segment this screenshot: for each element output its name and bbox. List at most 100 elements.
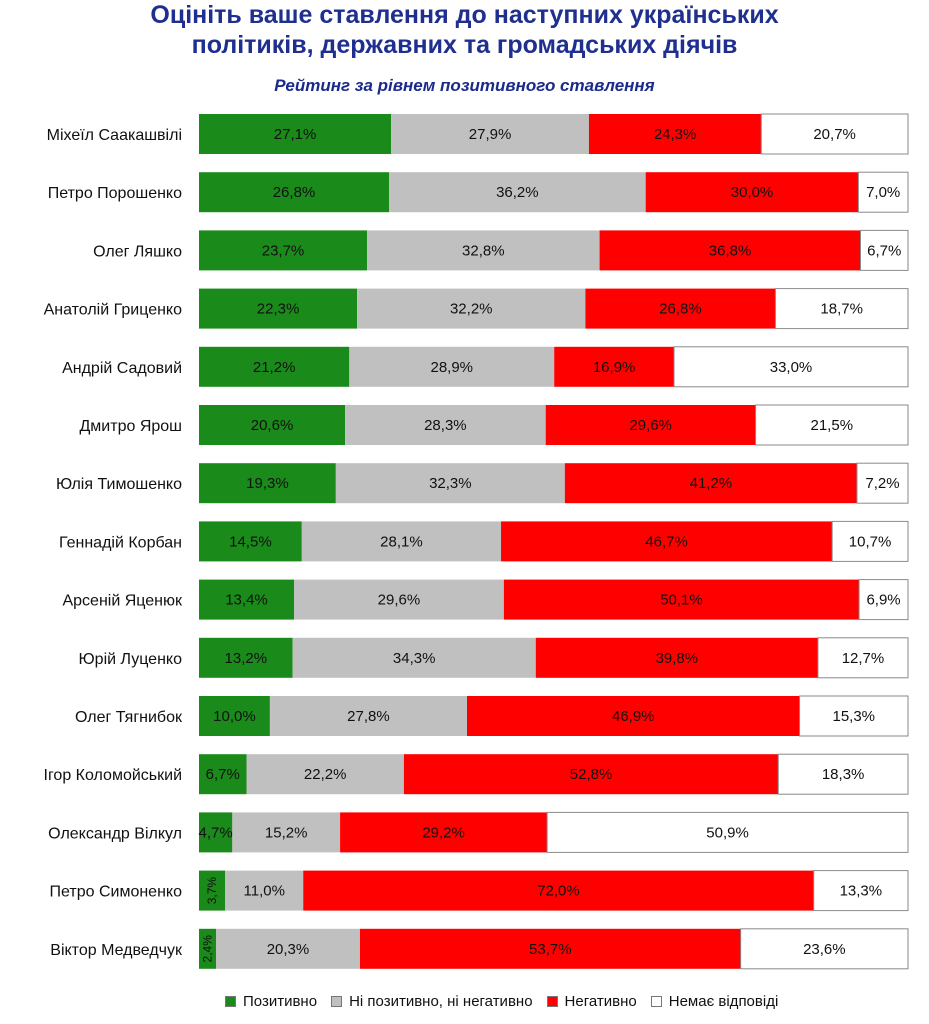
bar-segment (554, 346, 675, 387)
category-label: Міхеїл Саакашвілі (47, 127, 182, 144)
data-label: 46,9% (612, 708, 655, 725)
data-label: 27,8% (347, 708, 390, 725)
chart-title-line-1: Оцініть ваше ставлення до наступних укра… (150, 1, 779, 29)
bar-segment (199, 288, 358, 329)
bar-segment (535, 637, 818, 678)
bar-segment (269, 696, 468, 736)
category-label: Анатолій Гриценко (44, 302, 183, 319)
bar-segment (774, 288, 909, 330)
bar-segment (859, 229, 909, 271)
data-label: 10,7% (849, 533, 892, 550)
data-label: 2,4% (201, 935, 215, 963)
bar-segment (199, 172, 390, 213)
bar-segment (225, 870, 304, 911)
category-label: Андрій Садовий (62, 360, 182, 377)
category-label: Петро Порошенко (48, 185, 182, 202)
data-label: 11,0% (244, 883, 285, 900)
legend-item: Немає відповіді (650, 992, 779, 1010)
data-label: 52,8% (570, 766, 613, 783)
data-label: 27,1% (274, 126, 317, 143)
bar-segment (199, 579, 295, 620)
bar-segment (799, 695, 909, 737)
bar-segment (292, 637, 536, 678)
data-label: 19,3% (246, 475, 289, 492)
data-label: 7,2% (865, 475, 899, 492)
data-label: 36,8% (709, 242, 752, 259)
data-label: 33,0% (770, 359, 813, 376)
bar-segment (813, 870, 909, 912)
legend-item: Негативно (546, 992, 637, 1010)
legend-swatch (331, 995, 343, 1007)
bar-segment (545, 405, 756, 445)
data-label: 23,6% (803, 941, 846, 958)
bar-segment (645, 172, 859, 213)
bar-segment (599, 230, 861, 271)
data-label: 14,5% (229, 533, 272, 550)
data-label: 26,8% (659, 301, 702, 318)
bar-segment (301, 521, 502, 562)
data-label: 13,3% (840, 883, 883, 900)
data-label: 41,2% (690, 475, 733, 492)
data-label: 21,5% (811, 417, 854, 434)
bar-segment (199, 463, 336, 504)
category-label: Віктор Медведчук (50, 942, 183, 959)
data-label: 53,7% (529, 941, 572, 958)
data-label: 50,9% (706, 824, 749, 841)
category-label: Юрій Луценко (79, 651, 183, 668)
bar-segment (199, 521, 302, 562)
bar-segment (216, 928, 360, 969)
data-label: 6,7% (206, 766, 240, 783)
bar-segment (856, 462, 909, 504)
bar-segment (199, 696, 270, 736)
bar-segment (199, 870, 226, 911)
data-label: 36,2% (496, 184, 539, 201)
bar-segment (199, 928, 217, 969)
bar-segment (585, 288, 776, 329)
data-label: 46,7% (645, 533, 688, 550)
bar-segment (831, 520, 909, 562)
bar-segment (294, 579, 504, 620)
data-label: 72,0% (537, 883, 580, 900)
bar-segment (546, 811, 909, 853)
legend-label: Немає відповіді (668, 992, 779, 1010)
data-label: 15,3% (832, 708, 875, 725)
legend-swatch (225, 995, 236, 1007)
data-label: 28,3% (424, 417, 467, 434)
data-label: 34,3% (393, 650, 436, 667)
chart-title: Оцініть ваше ставлення до наступних укра… (0, 0, 929, 60)
data-label: 24,3% (654, 126, 697, 143)
category-label: Олег Ляшко (93, 243, 182, 260)
data-label: 20,7% (813, 126, 856, 143)
data-label: 13,4% (225, 592, 268, 609)
bar-segment (367, 230, 600, 271)
bar-segment (588, 114, 762, 154)
data-label: 20,6% (251, 417, 294, 434)
legend-swatch (546, 995, 558, 1007)
legend-label: Позитивно (243, 992, 318, 1010)
data-label: 30,0% (731, 184, 774, 201)
chart-subtitle: Рейтинг за рівнем позитивного ставлення (274, 76, 655, 95)
data-label: 21,2% (253, 359, 296, 376)
bar-segment (755, 404, 909, 446)
bar-segment (817, 637, 909, 679)
bar-segment (303, 870, 814, 911)
chart-title-line-2: політиків, державних та громадських діяч… (191, 31, 738, 59)
bar-segment (359, 928, 741, 969)
data-label: 16,9% (593, 359, 636, 376)
data-label: 23,7% (262, 242, 305, 259)
bar-segment (857, 171, 909, 213)
legend-swatch (650, 995, 662, 1007)
data-label: 10,0% (213, 708, 256, 725)
bar-segment (501, 521, 833, 562)
legend-label: Негативно (564, 992, 637, 1010)
data-label: 4,7% (199, 824, 233, 841)
data-label: 32,2% (450, 301, 493, 318)
bar-segment (467, 696, 800, 736)
category-label: Олександр Вілкул (48, 825, 182, 842)
legend-item: Позитивно (225, 993, 317, 1010)
data-label: 12,7% (842, 650, 885, 667)
bar-segment (760, 113, 909, 155)
data-label: 7,0% (866, 184, 900, 201)
bar-segment (564, 463, 857, 504)
bar-segment (199, 230, 368, 271)
